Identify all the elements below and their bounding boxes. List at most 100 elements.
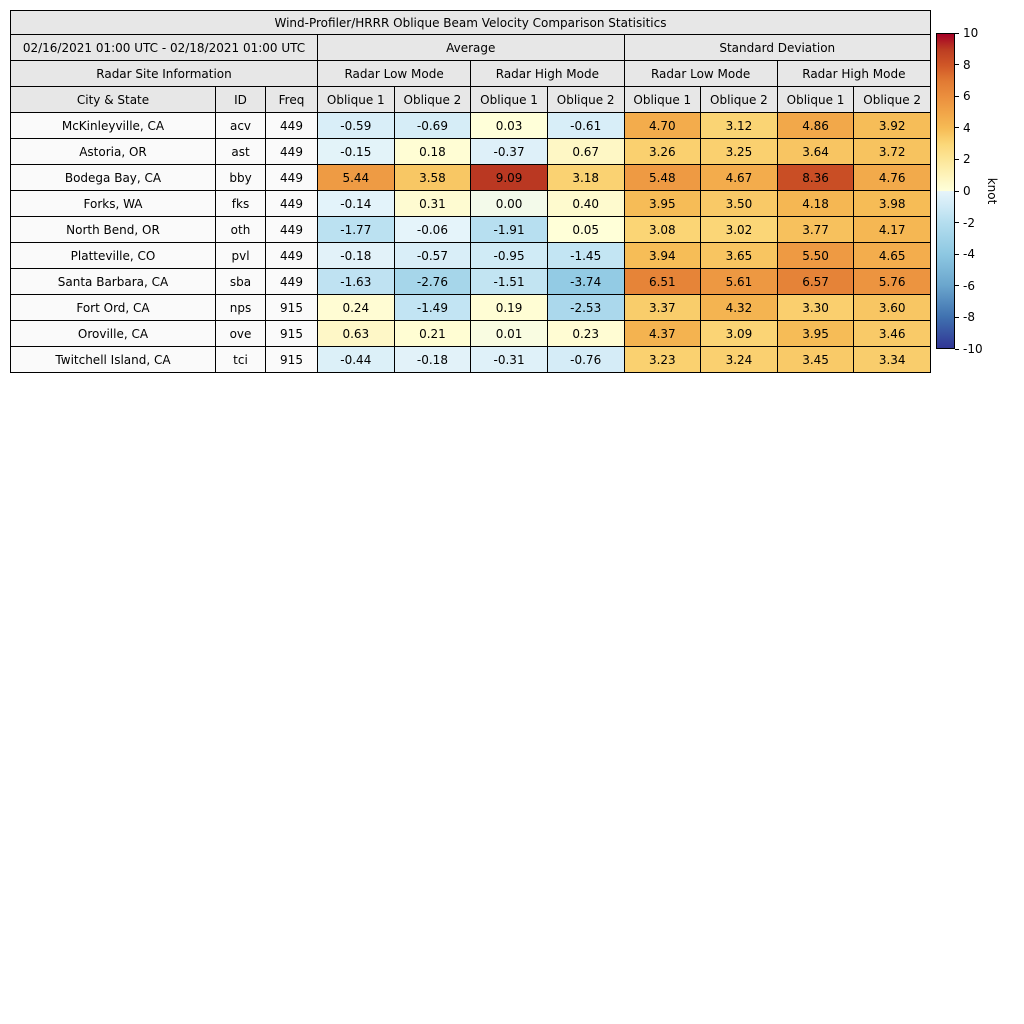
table-title: Wind-Profiler/HRRR Oblique Beam Velocity… [10, 10, 931, 35]
value-cell: -0.69 [393, 112, 472, 139]
colorbar-tick-label: 0 [963, 184, 971, 198]
title-row: Wind-Profiler/HRRR Oblique Beam Velocity… [10, 10, 931, 35]
oblique1-column-header: Oblique 1 [623, 86, 702, 113]
table-row: Astoria, OR ast 449 -0.15 0.18 -0.37 0.67 3.26 3… [10, 138, 931, 165]
oblique2-column-header: Oblique 2 [546, 86, 625, 113]
value-cell: 3.60 [853, 294, 931, 321]
site-freq-cell: 449 [265, 164, 318, 191]
oblique2-column-header: Oblique 2 [393, 86, 472, 113]
value-cell: 3.30 [776, 294, 855, 321]
value-cell: 3.98 [853, 190, 931, 217]
value-cell: 5.61 [700, 268, 778, 295]
colorbar-tick: 2 [955, 153, 971, 165]
value-cell: 3.72 [853, 138, 931, 165]
value-cell: -0.06 [393, 216, 472, 243]
value-cell: -0.59 [317, 112, 395, 139]
value-cell: -1.77 [317, 216, 395, 243]
city-cell: Astoria, OR [10, 138, 216, 165]
value-cell: -0.18 [317, 242, 395, 269]
group-header-row: 02/16/2021 01:00 UTC - 02/18/2021 01:00 … [10, 34, 931, 61]
value-cell: 3.50 [700, 190, 778, 217]
value-cell: -0.57 [393, 242, 472, 269]
colorbar: 10 8 6 4 2 0 -2 -4 -6 -8 -10 knot [936, 27, 999, 355]
colorbar-tick-label: 2 [963, 152, 971, 167]
value-cell: 3.23 [623, 346, 702, 373]
value-cell: 6.51 [623, 268, 702, 295]
table-row: Twitchell Island, CA tci 915 -0.44 -0.18 -0.3… [10, 346, 931, 373]
value-cell: 0.63 [317, 320, 395, 347]
value-cell: -1.63 [317, 268, 395, 295]
value-cell: 0.67 [546, 138, 625, 165]
value-cell: -0.61 [546, 112, 625, 139]
value-cell: 4.70 [623, 112, 702, 139]
site-info-header: Radar Site Information [10, 60, 318, 87]
mode-header-row: Radar Site Information Radar Low Mode Ra… [10, 60, 932, 87]
value-cell: 4.65 [853, 242, 931, 269]
colorbar-tick-label: 4 [963, 120, 971, 135]
site-freq-cell: 915 [265, 294, 318, 321]
value-cell: 5.48 [623, 164, 702, 191]
oblique2-column-header: Oblique 2 [700, 86, 778, 113]
std-low-mode-header: Radar Low Mode [623, 60, 778, 87]
value-cell: 3.37 [623, 294, 702, 321]
value-cell: -2.53 [546, 294, 625, 321]
site-freq-cell: 449 [265, 138, 318, 165]
table-row: North Bend, OR oth 449 -1.77 -0.06 -1.91 0.05 3… [10, 216, 931, 243]
value-cell: 3.64 [776, 138, 855, 165]
colorbar-tick-mark [955, 285, 959, 287]
value-cell: -0.14 [317, 190, 395, 217]
site-freq-cell: 449 [265, 216, 318, 243]
site-id-cell: acv [215, 112, 266, 139]
site-id-cell: pvl [215, 242, 266, 269]
value-cell: 4.76 [853, 164, 931, 191]
city-cell: North Bend, OR [10, 216, 216, 243]
value-cell: 3.95 [623, 190, 702, 217]
period-label: 02/16/2021 01:00 UTC - 02/18/2021 01:00 … [10, 34, 318, 61]
value-cell: 8.36 [776, 164, 855, 191]
colorbar-tick-mark [955, 64, 959, 66]
site-id-cell: ast [215, 138, 266, 165]
site-freq-cell: 915 [265, 346, 318, 373]
table-row: Bodega Bay, CA bby 449 5.44 3.58 9.09 3.18 5.48… [10, 164, 931, 191]
value-cell: 6.57 [776, 268, 855, 295]
value-cell: 3.18 [546, 164, 625, 191]
city-cell: Forks, WA [10, 190, 216, 217]
value-cell: 3.58 [393, 164, 472, 191]
value-cell: 3.26 [623, 138, 702, 165]
id-column-header: ID [215, 86, 266, 113]
value-cell: -1.45 [546, 242, 625, 269]
value-cell: 0.19 [470, 294, 548, 321]
site-id-cell: nps [215, 294, 266, 321]
table-row: Fort Ord, CA nps 915 0.24 -1.49 0.19 -2.53 3.37… [10, 294, 931, 321]
colorbar-tick: 10 [955, 27, 978, 39]
value-cell: 4.37 [623, 320, 702, 347]
colorbar-tick: -2 [955, 217, 975, 229]
value-cell: 0.21 [393, 320, 472, 347]
table-row: Platteville, CO pvl 449 -0.18 -0.57 -0.95 -1.4… [10, 242, 931, 269]
value-cell: 4.86 [776, 112, 855, 139]
value-cell: -1.51 [470, 268, 548, 295]
value-cell: -0.31 [470, 346, 548, 373]
value-cell: -2.76 [393, 268, 472, 295]
value-cell: 0.00 [470, 190, 548, 217]
value-cell: 5.76 [853, 268, 931, 295]
site-id-cell: ove [215, 320, 266, 347]
value-cell: 0.40 [546, 190, 625, 217]
site-freq-cell: 449 [265, 112, 318, 139]
value-cell: 3.08 [623, 216, 702, 243]
colorbar-tick: -6 [955, 280, 975, 292]
site-id-cell: fks [215, 190, 266, 217]
colorbar-tick: -8 [955, 311, 975, 323]
site-freq-cell: 449 [265, 190, 318, 217]
std-high-mode-header: Radar High Mode [776, 60, 932, 87]
oblique2-column-header: Oblique 2 [853, 86, 931, 113]
oblique1-column-header: Oblique 1 [317, 86, 395, 113]
site-freq-cell: 915 [265, 320, 318, 347]
colorbar-tick-label: -4 [963, 247, 975, 262]
colorbar-tick-label: 8 [963, 57, 971, 72]
value-cell: 3.77 [776, 216, 855, 243]
oblique1-column-header: Oblique 1 [470, 86, 548, 113]
value-cell: 3.12 [700, 112, 778, 139]
value-cell: 0.18 [393, 138, 472, 165]
